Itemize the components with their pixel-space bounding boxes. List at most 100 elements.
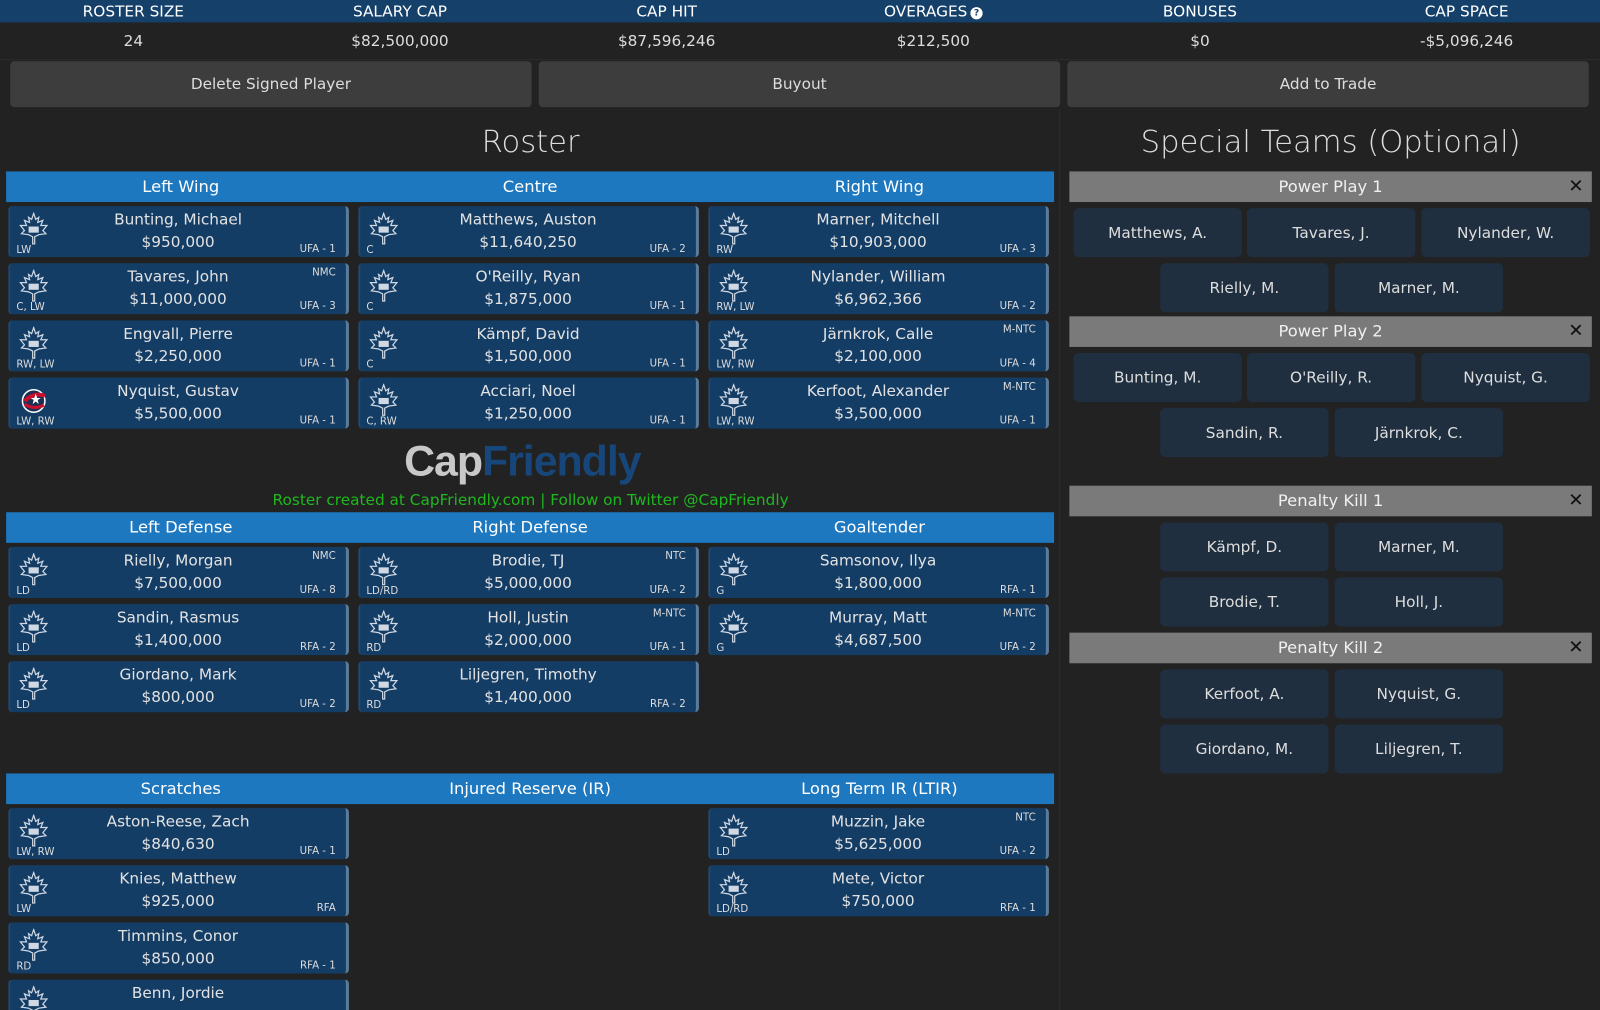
contract-status: UFA - 1 [299,358,336,370]
add-to-trade-button[interactable]: Add to Trade [1067,61,1589,108]
maple-leafs-logo-icon [368,552,399,586]
special-team-player[interactable]: Brodie, T. [1160,577,1329,627]
player-name: Giordano, Mark [119,665,237,684]
player-card[interactable]: Kerfoot, Alexander $3,500,000 LW, RW UFA - … [708,377,1049,429]
player-name: Kämpf, David [476,324,580,343]
player-card[interactable]: Giordano, Mark $800,000 LD UFA - 2 [8,661,349,713]
roster-size-label: ROSTER SIZE [82,2,184,21]
player-salary: $1,250,000 [484,404,572,423]
maple-leafs-logo-icon [368,382,399,417]
player-card[interactable]: Acciari, Noel $1,250,000 C, RW UFA - 1 [358,377,699,429]
player-salary: $800,000 [141,687,215,707]
special-team-player[interactable]: Holl, J. [1334,577,1504,627]
player-card[interactable]: Nylander, William $6,962,366 RW, LW UFA - 2 [708,263,1049,315]
player-card[interactable]: Kämpf, David $1,500,000 C UFA - 1 [358,320,699,372]
delete-signed-player-button[interactable]: Delete Signed Player [10,61,532,108]
player-card[interactable]: Benn, Jordie [8,979,349,1010]
player-salary: $11,640,250 [479,232,577,252]
centre-header: Centre [502,176,558,196]
player-name: Nyquist, Gustav [117,381,239,400]
player-position: RW, LW [716,302,755,314]
player-salary: $1,800,000 [834,573,922,592]
player-card[interactable]: Timmins, Conor $850,000 RD RFA - 1 [8,922,349,974]
player-salary: $1,400,000 [484,687,572,707]
player-card[interactable]: Mete, Victor $750,000 LD/RD RFA - 1 [708,865,1049,917]
close-icon[interactable]: ✕ [1568,320,1584,342]
maple-leafs-logo-icon [718,211,749,245]
maple-leafs-logo-icon [18,870,49,904]
close-icon[interactable]: ✕ [1568,636,1584,659]
capfriendly-logo: CapFriendly [404,436,642,486]
player-name: Järnkrok, Calle [822,324,934,343]
special-team-player[interactable]: Rielly, M. [1160,263,1329,313]
player-card[interactable]: Sandin, Rasmus $1,400,000 LD RFA - 2 [8,604,349,656]
help-icon[interactable]: ? [970,7,983,20]
player-salary: $6,962,366 [834,289,922,309]
player-card[interactable]: Liljegren, Timothy $1,400,000 RD RFA - 2 [358,661,699,713]
close-icon[interactable]: ✕ [1568,175,1584,197]
special-teams-title: Special Teams (Optional) [1140,124,1521,161]
reserves-header: Scratches Injured Reserve (IR) Long Term… [6,773,1055,805]
player-card[interactable]: Rielly, Morgan $7,500,000 LD UFA - 8 NMC [8,546,349,598]
player-position: LW, RW [716,416,755,428]
right-wing-header: Right Wing [834,176,925,196]
player-name: Nylander, William [810,267,946,286]
maple-leafs-logo-icon [368,268,399,302]
logo-friendly: Friendly [481,436,642,485]
special-team-player[interactable]: Sandin, R. [1160,408,1329,458]
player-card[interactable]: Brodie, TJ $5,000,000 LD/RD UFA - 2 NTC [358,546,699,598]
special-team-player[interactable]: Marner, M. [1334,263,1504,313]
player-card[interactable]: Tavares, John $11,000,000 C, LW UFA - 3 NMC [8,263,349,315]
maple-leafs-logo-icon [718,325,749,360]
player-card[interactable]: Engvall, Pierre $2,250,000 RW, LW UFA - 1 [8,320,349,372]
player-card[interactable]: Nyquist, Gustav $5,500,000 LW, RW UFA - 1 [8,377,349,429]
player-position: G [716,642,725,655]
player-position: LD/RD [716,904,749,916]
contract-status: UFA - 4 [999,358,1036,370]
special-team-player[interactable]: Marner, M. [1334,522,1504,572]
salary-cap-label: SALARY CAP [352,2,448,21]
special-team-player[interactable]: Järnkrok, C. [1334,408,1504,458]
player-name: Brodie, TJ [491,551,565,570]
contract-status: RFA [316,903,336,915]
special-team-player[interactable]: Kämpf, D. [1160,522,1329,572]
special-team-player[interactable]: Matthews, A. [1073,208,1242,258]
special-team-player[interactable]: Nylander, W. [1421,208,1590,258]
special-team-player[interactable]: Nyquist, G. [1421,353,1590,403]
maple-leafs-logo-icon [718,382,749,417]
special-team-player[interactable]: Giordano, M. [1160,724,1329,774]
summary-header: ROSTER SIZE SALARY CAP CAP HIT OVERAGES?… [0,0,1600,23]
player-card[interactable]: Muzzin, Jake $5,625,000 LD UFA - 2 NTC [708,808,1049,860]
player-card[interactable]: Marner, Mitchell $10,903,000 RW UFA - 3 [708,206,1049,258]
special-team-player[interactable]: Nyquist, G. [1334,669,1504,719]
player-card[interactable]: Matthews, Auston $11,640,250 C UFA - 2 [358,206,699,258]
special-team-player[interactable]: Tavares, J. [1246,208,1416,258]
maple-leafs-logo-icon [718,870,749,904]
contract-status: UFA - 1 [999,415,1036,427]
player-card[interactable]: Holl, Justin $2,000,000 RD UFA - 1 M-NTC [358,604,699,656]
player-card[interactable]: Samsonov, Ilya $1,800,000 G RFA - 1 [708,546,1049,598]
player-position: LD [16,699,30,712]
special-team-player[interactable]: Liljegren, T. [1334,724,1504,774]
blue-jackets-logo-icon [18,384,49,417]
special-team-player[interactable]: Kerfoot, A. [1160,669,1329,719]
special-team-player[interactable]: O'Reilly, R. [1246,353,1416,403]
player-card[interactable]: Knies, Matthew $925,000 LW RFA [8,865,349,917]
player-salary: $5,000,000 [484,573,572,592]
player-salary: $1,500,000 [484,346,572,366]
player-name: Acciari, Noel [480,381,576,400]
player-card[interactable]: O'Reilly, Ryan $1,875,000 C UFA - 1 [358,263,699,315]
player-card[interactable]: Bunting, Michael $950,000 LW UFA - 1 [8,206,349,258]
special-team-player[interactable]: Bunting, M. [1073,353,1242,403]
close-icon[interactable]: ✕ [1568,489,1584,512]
buyout-button[interactable]: Buyout [538,61,1061,108]
player-salary: $1,400,000 [134,630,222,649]
player-card[interactable]: Aston-Reese, Zach $840,630 LW, RW UFA - 1 [8,808,349,860]
bonuses-value: $0 [1190,31,1210,50]
player-salary: $2,250,000 [134,346,222,366]
trade-clause: M-NTC [1002,381,1036,393]
player-card[interactable]: Järnkrok, Calle $2,100,000 LW, RW UFA - 4 M-… [708,320,1049,372]
contract-status: UFA - 3 [299,301,336,313]
player-card[interactable]: Murray, Matt $4,687,500 G UFA - 2 M-NTC [708,604,1049,656]
player-salary: $10,903,000 [829,232,927,252]
